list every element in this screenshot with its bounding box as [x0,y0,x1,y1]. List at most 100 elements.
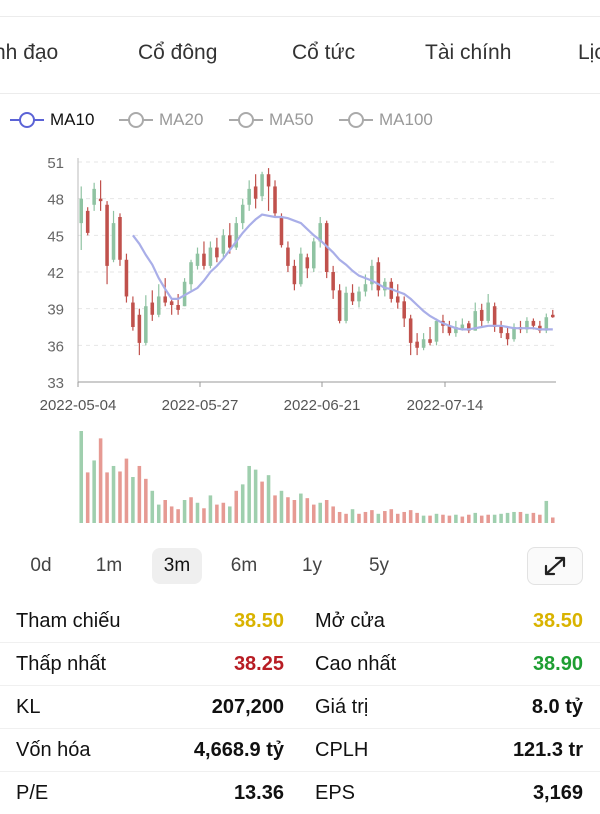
volume-bar [467,514,471,523]
candle [111,223,116,260]
candle [383,281,387,291]
volume-bar [492,514,497,523]
volume-bar [441,514,445,523]
fullscreen-button[interactable] [527,547,583,585]
candle [344,292,348,321]
pe-label: P/E [16,782,49,804]
candle [499,325,503,334]
tab-ban-lanh-dao[interactable]: nh đạo [0,41,59,64]
ma50-label: MA50 [269,110,314,129]
tab-tai-chinh[interactable]: Tài chính [425,41,512,64]
volume-bar [324,500,329,523]
candle [137,314,142,343]
volume-bar [118,471,122,523]
candle [467,323,471,331]
candle [169,301,174,305]
volume-bar [479,515,484,523]
x-tick-label: 2022-06-21 [284,397,361,414]
candle [92,188,96,205]
divider [0,642,600,643]
candle [305,257,310,269]
volume-bar [111,465,116,523]
ma10-toggle[interactable]: MA10 [10,106,94,134]
candle [208,247,213,266]
tab-co-dong[interactable]: Cổ đông [138,41,218,64]
volume-bar [421,515,426,523]
range-1m-button[interactable]: 1m [95,555,123,576]
candle [234,223,239,248]
volume-bar [253,469,258,523]
divider [0,685,600,686]
volume-bar [402,511,406,523]
candle [105,204,109,266]
candle [131,302,135,327]
volume-bar [260,481,264,523]
volume-bar [247,465,251,523]
volume-bar [195,502,200,523]
ma50-toggle[interactable]: MA50 [229,106,313,134]
volume-bar [473,512,478,523]
candle [221,235,226,254]
candle [447,325,452,334]
x-tick-label: 2022-07-14 [407,397,484,414]
candle [195,253,200,266]
candle [292,265,297,285]
eps-value: 3,169 [532,782,583,804]
volume-bar [331,506,335,523]
gia-tri-label: Giá trị [315,696,369,718]
candle [118,217,122,260]
candle [240,204,245,224]
expand-arrows-icon [544,556,566,576]
volume-bar [105,472,109,523]
range-0d-button[interactable]: 0d [30,555,52,576]
candle [163,296,167,303]
y-tick-label: 39 [47,302,64,319]
tab-co-tuc[interactable]: Cổ tức [292,41,356,64]
volume-bar [169,506,174,523]
range-1y-button[interactable]: 1y [301,555,323,576]
y-tick-label: 51 [47,155,64,172]
candle [525,320,529,330]
divider [0,771,600,772]
ma100-toggle[interactable]: MA100 [339,106,433,134]
range-5y-button[interactable]: 5y [368,555,390,576]
volume-bar [273,495,277,523]
range-6m-button[interactable]: 6m [230,555,258,576]
volume-bar [447,515,452,523]
stats-row: Thấp nhất 38.25 Cao nhất 38.90 [0,643,600,685]
candle [331,272,335,291]
candle [215,247,219,258]
volume-bar [266,475,271,523]
ma20-label: MA20 [159,110,204,129]
y-tick-label: 42 [47,265,64,282]
volume-bar [415,512,419,523]
volume-bar [299,493,303,523]
candle [150,302,155,315]
ma20-toggle[interactable]: MA20 [119,106,203,134]
cplh-value: 121.3 tr [512,739,583,761]
tab-lich-su[interactable]: Lịc [578,41,600,64]
stats-row: KL 207,200 Giá trị 8.0 tỷ [0,686,600,728]
y-tick-label: 36 [47,338,64,355]
y-tick-label: 33 [47,375,64,392]
volume-bar [286,497,290,523]
candle [538,325,542,331]
volume-bar [79,431,84,523]
price-chart[interactable]: 51 48 45 42 39 36 33 2022-05-04 2022-05-27 2022-0… [0,140,600,530]
candle [492,306,497,327]
pe-value: 13.36 [233,782,284,804]
volume-bar [156,504,161,523]
volume-bar [395,513,400,523]
candle [247,188,251,205]
candle [228,235,232,248]
volume-bar [383,511,387,523]
candle [395,296,400,303]
range-3m-button[interactable]: 3m [152,548,202,584]
volume-bar [189,497,193,523]
candle [124,259,129,297]
volume-bar [357,513,361,523]
volume-bar [544,500,549,523]
ma20-line-icon [119,106,153,134]
candle [408,318,413,343]
x-tick-label: 2022-05-04 [40,397,117,414]
